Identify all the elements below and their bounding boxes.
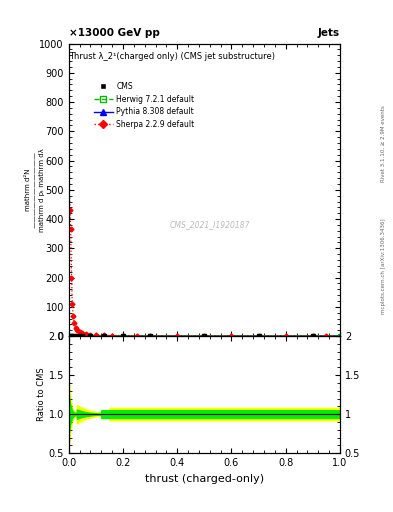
Text: Jets: Jets xyxy=(318,28,340,38)
Legend: CMS, Herwig 7.2.1 default, Pythia 8.308 default, Sherpa 2.2.9 default: CMS, Herwig 7.2.1 default, Pythia 8.308 … xyxy=(90,79,198,132)
Y-axis label: mathrm d²N
———————————
mathrm d pₜ mathrm dλ: mathrm d²N ——————————— mathrm d pₜ mathr… xyxy=(25,148,45,232)
X-axis label: thrust (charged-only): thrust (charged-only) xyxy=(145,474,264,483)
Text: CMS_2021_I1920187: CMS_2021_I1920187 xyxy=(169,220,250,229)
Text: Rivet 3.1.10, ≥ 2.9M events: Rivet 3.1.10, ≥ 2.9M events xyxy=(381,105,386,182)
Text: Thrust λ_2¹(charged only) (CMS jet substructure): Thrust λ_2¹(charged only) (CMS jet subst… xyxy=(69,52,275,61)
Text: ×13000 GeV pp: ×13000 GeV pp xyxy=(69,28,160,38)
Y-axis label: Ratio to CMS: Ratio to CMS xyxy=(37,368,46,421)
Text: mcplots.cern.ch [arXiv:1306.3436]: mcplots.cern.ch [arXiv:1306.3436] xyxy=(381,219,386,314)
